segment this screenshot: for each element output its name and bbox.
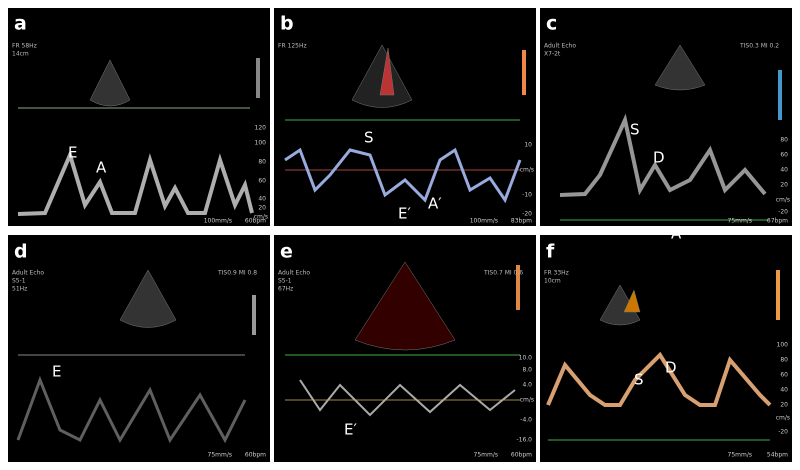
footer-text: 75mm/s — [728, 452, 752, 459]
scale-label: 80 — [780, 357, 788, 364]
footer-text: 75mm/s — [474, 452, 498, 459]
scale-label: 20 — [780, 402, 788, 409]
scale-label: 80 — [780, 137, 788, 144]
scale-label: cm/s — [254, 214, 268, 221]
scale-label: 40 — [258, 196, 266, 203]
header-text: X7-2t — [544, 51, 561, 58]
wave-label: A — [671, 225, 682, 243]
header-text: FR 33Hz — [544, 270, 569, 277]
scale-label: cm/s — [776, 415, 790, 422]
scale-label: -10 — [522, 192, 532, 199]
wave-label: E — [68, 144, 77, 162]
header-text: 67Hz — [278, 286, 293, 293]
header-text: Adult Echo — [12, 270, 44, 277]
waveforms — [16, 107, 772, 444]
footer-text: 60bpm — [245, 218, 266, 225]
header-text: 10cm — [544, 278, 561, 285]
header-text: TIS0.3 MI 0.2 — [739, 43, 779, 50]
sector-images — [89, 44, 706, 351]
wave-label: A — [96, 159, 107, 177]
scale-label: -20 — [778, 209, 788, 216]
wave-label: E′ — [398, 205, 411, 223]
panel-letter: f — [546, 241, 555, 263]
header-text: Adult Echo — [278, 270, 310, 277]
header-text: FR 58Hz — [12, 43, 37, 50]
scale-label: -20 — [522, 211, 532, 218]
header-text: 51Hz — [12, 286, 27, 293]
scale-label: 100 — [777, 342, 789, 349]
scale-label: -16.0 — [516, 437, 532, 444]
header-text: S5-1 — [278, 278, 292, 285]
footer-text: 60bpm — [511, 452, 532, 459]
scale-label: cm/s — [520, 397, 534, 404]
scale-label: cm/s — [776, 197, 790, 204]
scale-label: 40 — [780, 167, 788, 174]
scale-label: 10.0 — [519, 355, 533, 362]
footer-text: 100mm/s — [470, 218, 498, 225]
header-text: Adult Echo — [544, 43, 576, 50]
wave-label: S — [634, 371, 644, 389]
scale-label: 40 — [780, 387, 788, 394]
footer-text: 75mm/s — [208, 452, 232, 459]
scale-label: 120 — [255, 125, 267, 132]
scale-label: 60 — [780, 152, 788, 159]
footer-text: 60bpm — [245, 452, 266, 459]
footer-text: 75mm/s — [728, 218, 752, 225]
wave-label: A′ — [428, 195, 442, 213]
header-text: TIS0.7 MI 0.6 — [483, 270, 523, 277]
color-bars — [252, 50, 782, 335]
scale-label: 8.0 — [522, 367, 532, 374]
header-text: S5-1 — [12, 278, 26, 285]
scale-label: -20 — [778, 429, 788, 436]
scale-label: 10 — [524, 142, 532, 149]
wave-label: E′ — [344, 421, 357, 439]
footer-text: 67bpm — [767, 218, 788, 225]
scale-label: 60 — [780, 372, 788, 379]
scale-label: cm/s — [520, 167, 534, 174]
wave-label: S — [630, 121, 640, 139]
scale-label: 80 — [258, 159, 266, 166]
wave-label: S — [364, 129, 374, 147]
header-text: 14cm — [12, 51, 29, 58]
footer-text: 83bpm — [511, 218, 532, 225]
scale-label: -4.0 — [520, 417, 532, 424]
scale-label: 60 — [258, 178, 266, 185]
panel-letter: b — [280, 13, 294, 35]
wave-label: D — [653, 149, 665, 167]
scale-label: 4.0 — [522, 382, 532, 389]
panel-letter: a — [14, 13, 27, 35]
wave-label: E — [52, 363, 61, 381]
scale-label: 20 — [780, 182, 788, 189]
header-text: FR 125Hz — [278, 43, 307, 50]
footer-text: 100mm/s — [204, 218, 232, 225]
scale-label: 20 — [258, 205, 266, 212]
panel-letter: e — [280, 241, 293, 263]
panel-letter: d — [14, 241, 28, 263]
wave-label: D — [665, 359, 677, 377]
panel-letter: c — [546, 13, 557, 35]
footer-text: 54bpm — [767, 452, 788, 459]
scale-label: 100 — [255, 140, 267, 147]
header-text: TIS0.9 MI 0.8 — [217, 270, 257, 277]
